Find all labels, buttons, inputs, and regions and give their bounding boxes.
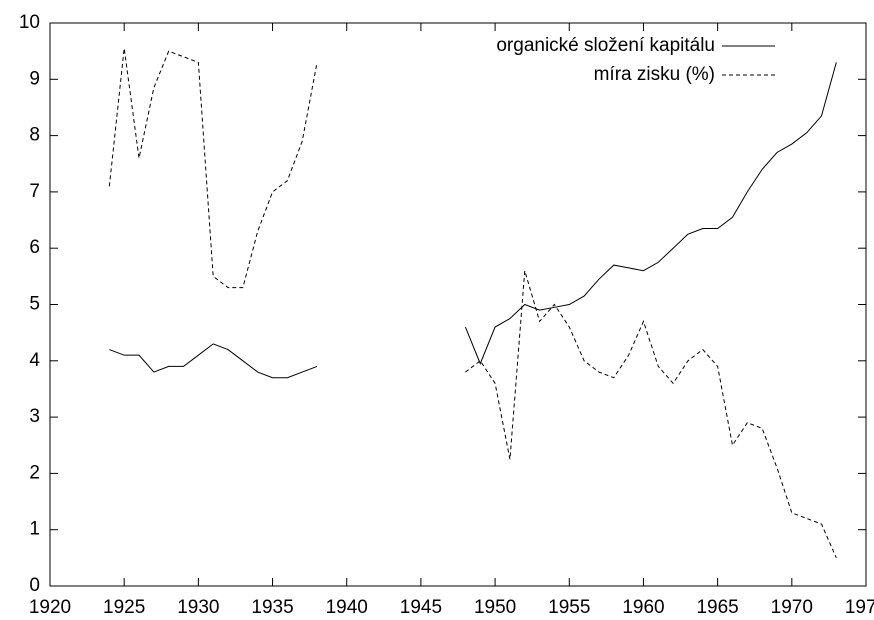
x-tick-label: 1965 xyxy=(696,597,738,618)
y-tick-label: 7 xyxy=(29,181,40,202)
y-tick-label: 8 xyxy=(29,125,40,146)
y-tick-label: 0 xyxy=(29,575,40,596)
y-tick-label: 4 xyxy=(29,350,40,371)
x-tick-label: 1930 xyxy=(177,597,219,618)
legend-label: organické složení kapitálu xyxy=(496,35,715,56)
x-tick-label: 1925 xyxy=(103,597,145,618)
plot-frame xyxy=(49,22,867,587)
x-tick-label: 1970 xyxy=(771,597,813,618)
x-tick-label: 1935 xyxy=(251,597,293,618)
x-tick-label: 1950 xyxy=(474,597,516,618)
x-tick-label: 1975 xyxy=(845,597,874,618)
y-tick-label: 10 xyxy=(19,12,40,33)
y-tick-label: 2 xyxy=(29,462,40,483)
y-tick-label: 5 xyxy=(29,294,40,315)
y-tick-label: 1 xyxy=(29,519,40,540)
y-tick-label: 3 xyxy=(29,406,40,427)
legend-label: míra zisku (%) xyxy=(594,64,715,85)
series-line xyxy=(109,62,837,379)
y-tick-label: 9 xyxy=(29,68,40,89)
x-tick-label: 1945 xyxy=(400,597,442,618)
x-tick-label: 1920 xyxy=(29,597,71,618)
x-tick-label: 1940 xyxy=(326,597,368,618)
x-tick-label: 1960 xyxy=(622,597,664,618)
x-tick-label: 1955 xyxy=(548,597,590,618)
series-line xyxy=(108,48,837,559)
y-tick-label: 6 xyxy=(29,237,40,258)
